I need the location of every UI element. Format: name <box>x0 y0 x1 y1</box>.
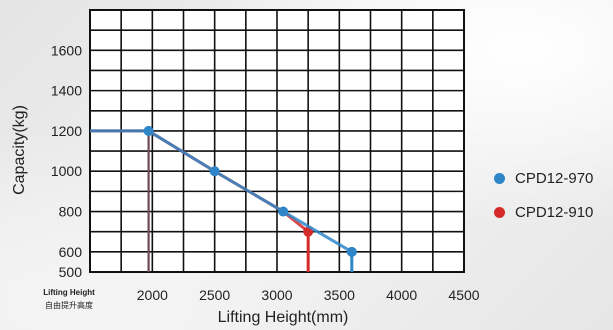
legend-item-cpd12-910: CPD12-910 <box>494 195 593 229</box>
x-axis-label: Lifting Height(mm) <box>218 309 349 326</box>
y-axis-ticks: 500 600 800 1000 1200 1400 1600 <box>51 42 82 280</box>
x-tick-label: 2000 <box>137 287 168 303</box>
series-point-CPD12-970 <box>209 166 220 177</box>
legend: CPD12-970 CPD12-910 <box>494 161 593 229</box>
series-point-CPD12-970 <box>346 246 357 257</box>
x-tick-label: 3500 <box>324 287 355 303</box>
legend-label: CPD12-910 <box>515 203 594 221</box>
y-tick-label: 600 <box>59 244 83 260</box>
y-axis-label: Capacity(kg) <box>11 105 28 195</box>
legend-swatch <box>494 206 505 218</box>
x-tick-label: 4500 <box>448 287 479 303</box>
legend-swatch <box>494 172 505 184</box>
series-layer <box>90 125 357 272</box>
y-tick-label: 1000 <box>51 163 82 179</box>
series-point-CPD12-970 <box>143 125 154 136</box>
y-tick-label: 1400 <box>51 83 82 99</box>
series-point-CPD12-970 <box>278 206 289 217</box>
x-tick-label: 2500 <box>199 287 230 303</box>
y-tick-label: 500 <box>59 264 83 280</box>
x-tick-label: 4000 <box>386 287 417 303</box>
x-axis-ticks: 2000 2500 3000 3500 4000 4500 <box>137 287 480 303</box>
x-prefix-label-en: Lifting Height <box>43 288 95 297</box>
y-tick-label: 1600 <box>51 42 82 58</box>
legend-item-cpd12-970: CPD12-970 <box>494 161 593 195</box>
y-tick-label: 1200 <box>51 123 82 139</box>
x-tick-label: 3000 <box>261 287 292 303</box>
y-tick-label: 800 <box>59 204 83 220</box>
legend-label: CPD12-970 <box>515 169 594 187</box>
x-prefix-label-cn: 自由提升高度 <box>45 300 93 310</box>
